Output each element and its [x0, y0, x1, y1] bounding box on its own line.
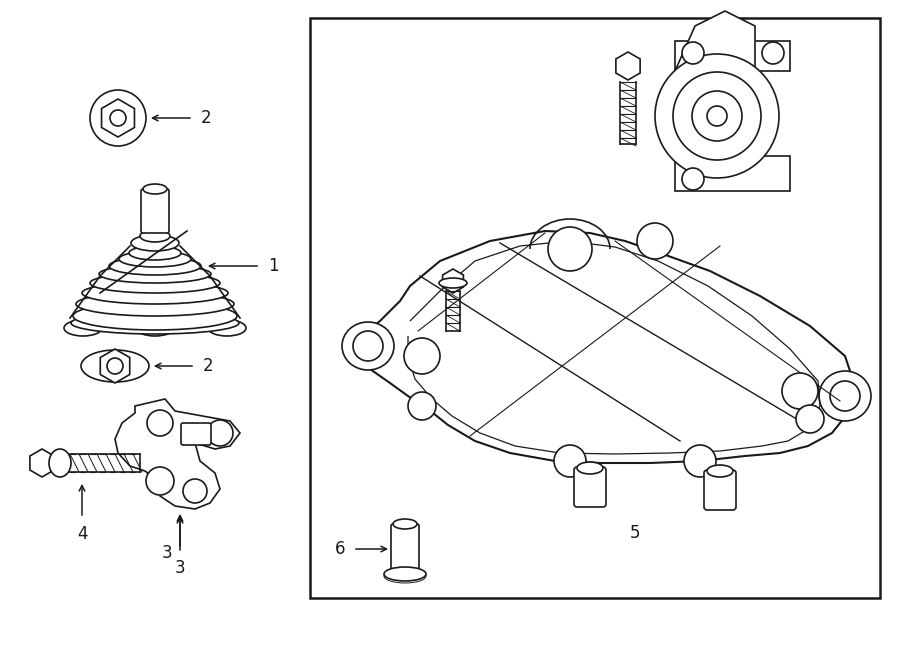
Ellipse shape — [208, 320, 246, 336]
FancyBboxPatch shape — [704, 470, 736, 510]
Circle shape — [404, 338, 440, 374]
Ellipse shape — [384, 569, 426, 583]
Ellipse shape — [82, 282, 228, 304]
Text: 2: 2 — [201, 109, 212, 127]
FancyBboxPatch shape — [181, 423, 211, 445]
Ellipse shape — [577, 462, 603, 474]
FancyBboxPatch shape — [141, 189, 169, 233]
Circle shape — [762, 42, 784, 64]
Ellipse shape — [71, 312, 239, 334]
Ellipse shape — [384, 567, 426, 581]
Ellipse shape — [342, 322, 394, 370]
FancyBboxPatch shape — [574, 467, 606, 507]
Circle shape — [682, 168, 704, 190]
Polygon shape — [616, 52, 640, 80]
Circle shape — [353, 331, 383, 361]
Polygon shape — [675, 41, 790, 191]
Polygon shape — [115, 399, 240, 509]
Ellipse shape — [73, 302, 237, 330]
Ellipse shape — [49, 449, 71, 477]
Polygon shape — [100, 349, 130, 383]
Ellipse shape — [131, 235, 179, 251]
Text: 4: 4 — [76, 525, 87, 543]
FancyBboxPatch shape — [310, 18, 880, 598]
Text: 5: 5 — [630, 524, 640, 542]
Ellipse shape — [64, 320, 102, 336]
Polygon shape — [675, 11, 755, 71]
Ellipse shape — [140, 230, 170, 242]
Circle shape — [110, 110, 126, 126]
Ellipse shape — [439, 278, 467, 288]
Ellipse shape — [707, 465, 733, 477]
Circle shape — [147, 410, 173, 436]
Circle shape — [146, 467, 174, 495]
Polygon shape — [30, 449, 54, 477]
Polygon shape — [102, 99, 134, 137]
Ellipse shape — [136, 320, 174, 336]
Circle shape — [682, 42, 704, 64]
FancyBboxPatch shape — [391, 524, 419, 576]
Circle shape — [408, 392, 436, 420]
Text: 2: 2 — [203, 357, 213, 375]
Circle shape — [692, 91, 742, 141]
Ellipse shape — [76, 292, 234, 316]
Ellipse shape — [129, 246, 181, 260]
Ellipse shape — [119, 251, 191, 267]
Circle shape — [554, 445, 586, 477]
Circle shape — [684, 445, 716, 477]
Ellipse shape — [143, 184, 167, 194]
Circle shape — [548, 227, 592, 271]
Circle shape — [707, 106, 727, 126]
Ellipse shape — [90, 273, 220, 293]
Text: 6: 6 — [335, 540, 345, 558]
Circle shape — [637, 223, 673, 259]
Circle shape — [655, 54, 779, 178]
Circle shape — [207, 420, 233, 446]
Circle shape — [796, 405, 824, 433]
Ellipse shape — [81, 350, 149, 382]
Circle shape — [90, 90, 146, 146]
Polygon shape — [355, 231, 855, 463]
Circle shape — [782, 373, 818, 409]
Text: 3: 3 — [175, 559, 185, 577]
Circle shape — [673, 72, 761, 160]
Circle shape — [830, 381, 860, 411]
Text: 3: 3 — [161, 544, 172, 562]
Polygon shape — [443, 269, 464, 293]
Text: 1: 1 — [268, 257, 279, 275]
Ellipse shape — [99, 265, 211, 283]
Ellipse shape — [109, 257, 201, 275]
Circle shape — [107, 358, 123, 374]
Circle shape — [183, 479, 207, 503]
Ellipse shape — [393, 519, 417, 529]
Ellipse shape — [819, 371, 871, 421]
